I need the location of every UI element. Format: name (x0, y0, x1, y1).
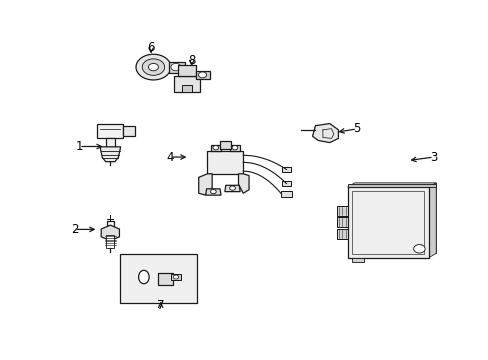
Bar (336, 229, 347, 239)
Text: 6: 6 (147, 41, 155, 54)
Circle shape (148, 63, 158, 71)
Bar (105, 138, 115, 147)
Polygon shape (428, 183, 435, 258)
Bar (336, 217, 347, 227)
Text: 1: 1 (75, 140, 83, 153)
Text: 5: 5 (353, 122, 360, 135)
Circle shape (229, 186, 235, 190)
Bar (97, 123, 123, 138)
Bar (182, 85, 191, 92)
Text: 8: 8 (188, 54, 195, 67)
Ellipse shape (138, 270, 149, 284)
Bar (347, 187, 428, 258)
Circle shape (173, 275, 178, 279)
Bar (336, 206, 347, 216)
Bar (281, 167, 291, 172)
Bar (207, 151, 243, 174)
Bar (123, 126, 135, 136)
Bar (210, 145, 220, 151)
Bar (120, 254, 196, 303)
Circle shape (136, 54, 170, 80)
Circle shape (142, 59, 164, 75)
Polygon shape (205, 189, 221, 195)
Bar (230, 145, 239, 151)
Polygon shape (347, 183, 435, 187)
Polygon shape (101, 225, 119, 241)
Circle shape (232, 145, 237, 150)
Polygon shape (312, 123, 338, 143)
Bar (170, 274, 181, 280)
Bar (281, 191, 291, 197)
Bar (351, 258, 364, 262)
Text: 4: 4 (166, 150, 174, 163)
Bar (174, 76, 199, 92)
Circle shape (210, 189, 216, 194)
Circle shape (413, 244, 424, 253)
Text: 2: 2 (70, 223, 78, 236)
Bar (178, 65, 195, 76)
Text: 7: 7 (157, 300, 164, 312)
Bar (347, 184, 435, 187)
Polygon shape (238, 174, 248, 193)
Bar (157, 273, 173, 285)
Bar (219, 141, 231, 149)
Bar (106, 221, 114, 231)
Bar (106, 235, 114, 248)
Bar (169, 62, 184, 73)
Circle shape (170, 63, 181, 71)
Bar (351, 190, 424, 254)
Circle shape (198, 72, 206, 78)
Polygon shape (198, 174, 212, 195)
Text: 3: 3 (429, 150, 437, 163)
Polygon shape (100, 147, 121, 162)
Bar (281, 181, 291, 186)
Polygon shape (224, 185, 240, 192)
Bar (195, 71, 209, 79)
Bar (354, 183, 435, 253)
Circle shape (212, 145, 218, 150)
